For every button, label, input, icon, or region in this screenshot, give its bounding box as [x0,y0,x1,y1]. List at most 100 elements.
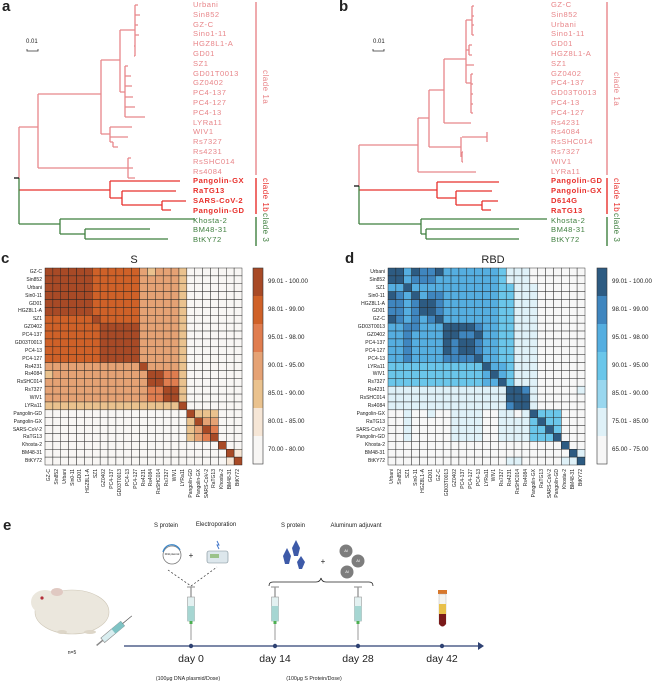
al-label-1: Al [344,548,348,553]
heatmap-s-row-label: WIV1 [29,395,42,402]
heatmap-s-legend-swatch [253,296,263,324]
heatmap-rbd-row-label: LYRa11 [367,363,385,370]
heatmap-rbd-legend-label: 95.01 - 98.00 [612,334,649,341]
electroporation-label: Electroporation [195,522,237,528]
heatmap-rbd-row-label: GZ0402 [366,332,385,339]
tree-b-leaf-label: SZ1 [551,58,567,68]
heatmap-s-cell [233,456,243,466]
tree-b-leaf-label: Pangolin-GX [551,186,603,196]
heatmap-rbd-legend-swatch [597,296,607,324]
plus-sign-2: + [320,557,326,566]
aluminum-adjuvant-icon [339,544,365,579]
heatmap-rbd-legend-swatch [597,268,607,296]
tree-b-leaf-label: GZ-C [551,0,572,9]
tree-a-leaf-label: Sino1-11 [193,29,227,39]
heatmap-rbd-title: RBD [481,254,505,266]
heatmap-s-legend-label: 98.01 - 99.00 [268,306,305,313]
heatmap-s-legend-label: 70.00 - 80.00 [268,446,305,453]
heatmap-rbd-legend-label: 75.01 - 85.00 [612,418,649,425]
heatmap-s-legend-swatch [253,352,263,380]
heatmap-s-legend-label: 85.01 - 90.00 [268,390,305,397]
tree-a-leaf-label: Urbani [193,0,219,9]
day-42-label: day 42 [426,653,458,665]
spike-protein-icon [283,540,305,569]
tree-a-scale-label: 0.01 [26,39,38,45]
plus-sign-1: + [188,551,194,560]
heatmap-s-title: S [130,254,138,266]
tree-b-leaf-label: GD03T0013 [551,88,597,98]
day-28-label: day 28 [342,653,374,665]
heatmap-s-row-label: SZ1 [32,316,42,323]
tree-b-leaf-label: BM48-31 [551,225,586,235]
tree-a-leaf-label: Pangolin-GX [193,176,245,186]
heatmap-s-row-label: SARS-CoV-2 [12,426,42,433]
heatmap-rbd-row-label: Rs7327 [367,379,385,386]
syringe-icon [271,586,279,640]
heatmap-rbd-row-label: Urbani [370,269,385,275]
heatmap-s-row-label: PC4-127 [22,355,42,362]
brace [268,577,374,587]
tree-b-leaf-label: GD01 [551,39,573,49]
heatmap-rbd-row-label: GZ-C [372,316,385,323]
day-0-label: day 0 [178,653,204,665]
heatmap-rbd-row-label: Khosta-2 [364,442,385,449]
day-14-label: day 14 [259,653,291,665]
heatmap-s-row-label: PC4-13 [25,347,42,354]
heatmap-rbd-legend-label: 99.01 - 100.00 [612,278,652,285]
tree-b-leaf-label: RaTG13 [551,205,583,215]
tree-a-leaf-label: HGZ8L1-A [193,39,234,49]
heatmap-rbd-row-label: SZ1 [375,284,385,291]
panel-label-a: a [2,0,11,15]
tree-b-leaf-label: Khosta-2 [551,215,586,225]
tree-a-leaf-label: SARS-CoV-2 [193,196,244,205]
heatmap-s-row-label: Rs4231 [24,363,42,370]
tree-a-leaf-label: SZ1 [193,58,209,68]
tree-a-leaf-label: WIV1 [193,127,214,137]
heatmap-s-row-label: RaTG13 [23,434,42,441]
protein-dose-note: (100μg S Protein/Dose) [286,676,342,682]
heatmap-rbd-row-label: GD03T0013 [357,324,385,331]
tree-b-leaf-label: D614G [551,196,578,205]
tree-b-leaf-label: BtKY72 [551,235,580,245]
dna-plasmid-icon [162,544,182,565]
timeline-arrow-icon [478,642,484,650]
heatmap-s-row-label: GZ0402 [23,324,42,331]
heatmap-s-row-label: HGZ8L1-A [18,308,42,315]
dna-plasmid-label: DNA plasmid [164,553,180,556]
heatmap-rbd-legend-swatch [597,408,607,436]
heatmap-rbd-row-label: Sin0-11 [368,292,385,299]
group-size: n=5 [67,650,77,656]
heatmap-rbd-legend-label: 98.01 - 99.00 [612,306,649,313]
tree-a-leaf-label: GD01 [193,49,215,58]
tree-a-leaf-label: PC4-127 [193,98,227,107]
step2-s-protein-label: S protein [280,523,306,529]
tree-a-scale-bar [26,49,39,52]
tree-b-leaf-label: Rs4231 [551,117,581,127]
heatmap-s-row-label: PC4-137 [22,332,42,339]
panel-label-c: c [1,250,10,267]
heatmap-rbd-row-label: PC4-127 [365,347,385,354]
tree-a-leaf-label: GD01T0013 [193,68,239,78]
tree-a-clade-1b-branches [19,180,186,211]
al-label-3: Al [345,569,349,574]
tree-b-leaf-label: GZ0402 [551,68,582,78]
heatmap-s-legend-swatch [253,408,263,436]
syringe-icon-injection [96,615,133,647]
heatmap-s-legend-frame [252,267,264,465]
heatmap-s-row-label: RsSHC014 [16,379,42,386]
heatmap-rbd-legend-label: 85.01 - 90.00 [612,390,649,397]
heatmap-rbd-row-label: Rs4084 [367,402,385,409]
syringe-icon [354,586,362,640]
tree-a-leaf-label: BM48-31 [193,225,228,235]
al-label-2: Al [356,558,360,563]
tree-a-leaf-label: Rs4231 [193,147,223,156]
tree-b-leaf-label: HGZ8L1-A [551,49,592,58]
heatmap-rbd-row-label: PC4-13 [368,355,385,362]
heatmap-rbd-row-label: Pangolin-GD [356,434,385,441]
panel-label-b: b [339,0,349,15]
tree-a-leaf-label: PC4-137 [193,88,227,98]
heatmap-s-legend-label: 99.01 - 100.00 [268,278,308,285]
